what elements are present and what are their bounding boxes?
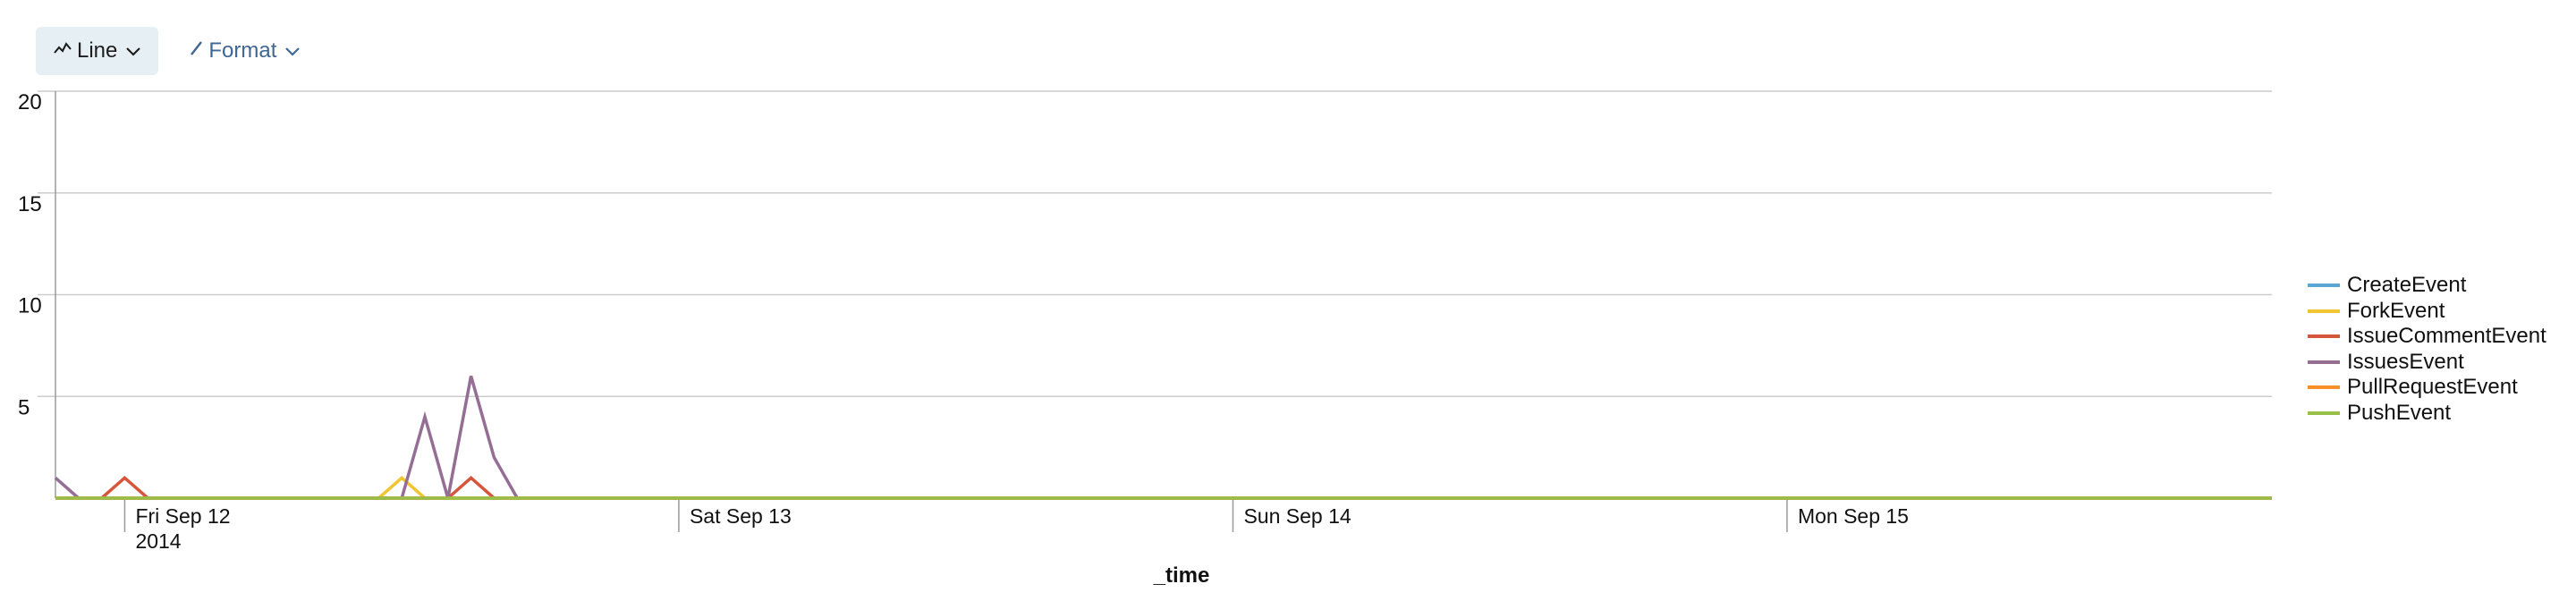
legend-label: IssuesEvent: [2347, 349, 2464, 374]
x-axis-title: _time: [1153, 563, 1210, 588]
legend-item[interactable]: ForkEvent: [2308, 299, 2546, 325]
y-tick-label: 5: [18, 395, 30, 419]
legend-item[interactable]: IssuesEvent: [2308, 350, 2546, 376]
format-label: Format: [208, 38, 277, 63]
legend-label: ForkEvent: [2347, 298, 2445, 323]
chart-type-button[interactable]: Line: [36, 27, 159, 75]
legend-label: PushEvent: [2347, 400, 2452, 425]
x-tick-label-year: 2014: [135, 529, 181, 553]
series-line-ForkEvent: [55, 475, 2272, 500]
line-chart-icon: [54, 41, 72, 62]
legend-swatch: [2308, 360, 2340, 364]
legend-item[interactable]: IssueCommentEvent: [2308, 324, 2546, 350]
legend-swatch: [2308, 385, 2340, 390]
chevron-down-icon: [126, 42, 141, 61]
legend-label: PullRequestEvent: [2347, 375, 2518, 400]
pencil-icon: [189, 40, 203, 62]
x-tick-label: Sat Sep 13: [690, 504, 792, 528]
chevron-down-icon: [285, 42, 301, 61]
y-tick-label: 20: [18, 90, 42, 114]
chart-legend: CreateEvent ForkEvent IssueCommentEvent Iss…: [2308, 273, 2546, 426]
legend-label: CreateEvent: [2347, 273, 2467, 298]
legend-label: IssueCommentEvent: [2347, 324, 2546, 349]
legend-swatch: [2308, 309, 2340, 313]
y-tick-label: 15: [18, 192, 42, 216]
legend-swatch: [2308, 334, 2340, 339]
legend-swatch: [2308, 411, 2340, 415]
legend-item[interactable]: CreateEvent: [2308, 273, 2546, 299]
chart-type-label: Line: [77, 38, 118, 63]
x-tick-label: Sun Sep 14: [1243, 504, 1351, 528]
series-line-IssuesEvent: [54, 376, 2272, 500]
legend-swatch: [2308, 284, 2340, 288]
legend-item[interactable]: PullRequestEvent: [2308, 375, 2546, 401]
legend-item[interactable]: PushEvent: [2308, 401, 2546, 427]
y-tick-label: 10: [18, 294, 42, 318]
x-tick-label: Fri Sep 12: [135, 504, 230, 528]
format-button[interactable]: Format: [171, 27, 318, 75]
x-tick-label: Mon Sep 15: [1798, 504, 1909, 528]
chart-toolbar: Line Format: [36, 27, 318, 75]
